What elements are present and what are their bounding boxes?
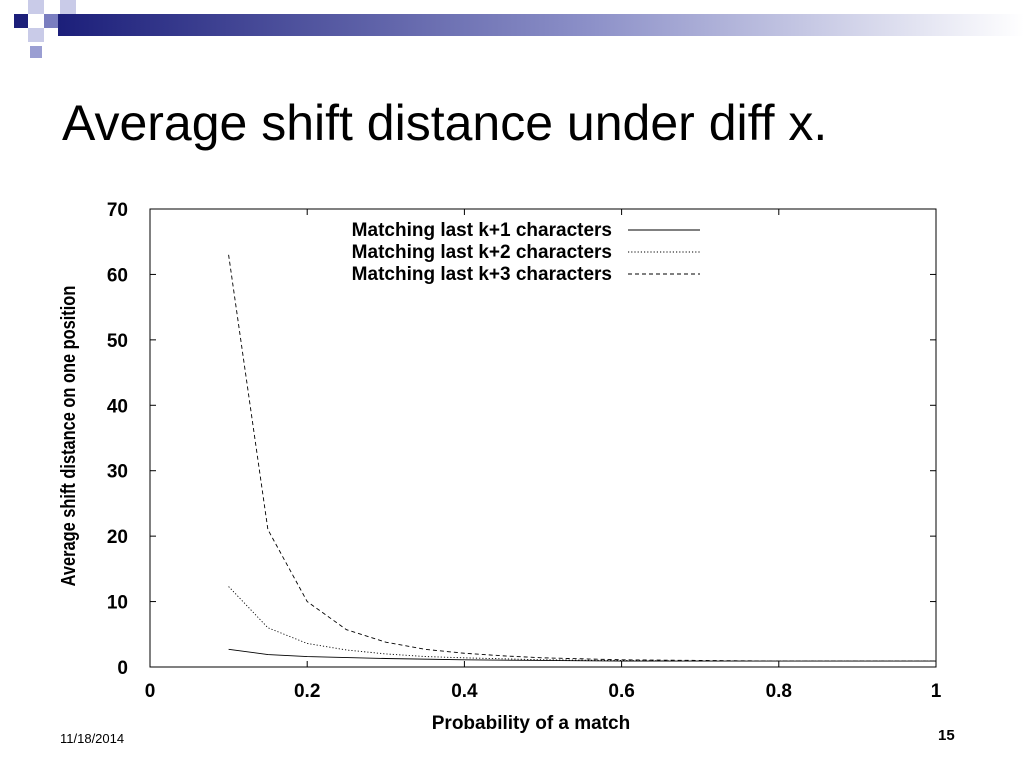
y-tick-label: 40 <box>107 396 128 417</box>
x-axis-label: Probability of a match <box>432 713 630 734</box>
x-tick-label: 0.6 <box>608 681 634 702</box>
y-tick-label: 0 <box>117 658 128 679</box>
series-line-2 <box>228 586 936 662</box>
y-tick-label: 70 <box>107 200 128 221</box>
legend-label-1: Matching last k+1 characters <box>352 220 612 241</box>
slide-banner <box>14 0 1024 58</box>
footer-page-number: 15 <box>938 727 955 744</box>
y-axis-label: Average shift distance on one position <box>56 286 79 587</box>
x-tick-label: 0.2 <box>294 681 320 702</box>
y-tick-label: 20 <box>107 527 128 548</box>
series-line-1 <box>228 648 936 662</box>
slide-title: Average shift distance under diff x. <box>62 95 828 151</box>
legend-label-2: Matching last k+2 characters <box>352 242 612 263</box>
plot-frame <box>149 208 937 668</box>
x-tick-label: 0 <box>145 681 156 702</box>
x-tick-label: 0.4 <box>451 681 478 702</box>
footer-date: 11/18/2014 <box>60 731 125 746</box>
y-tick-label: 60 <box>107 265 128 286</box>
legend-label-3: Matching last k+3 characters <box>352 264 612 285</box>
x-tick-label: 1 <box>931 681 942 702</box>
y-tick-label: 10 <box>107 593 128 614</box>
series-line-3 <box>228 254 936 662</box>
y-tick-label: 50 <box>107 331 128 352</box>
y-tick-label: 30 <box>107 462 128 483</box>
x-tick-label: 0.8 <box>766 681 792 702</box>
